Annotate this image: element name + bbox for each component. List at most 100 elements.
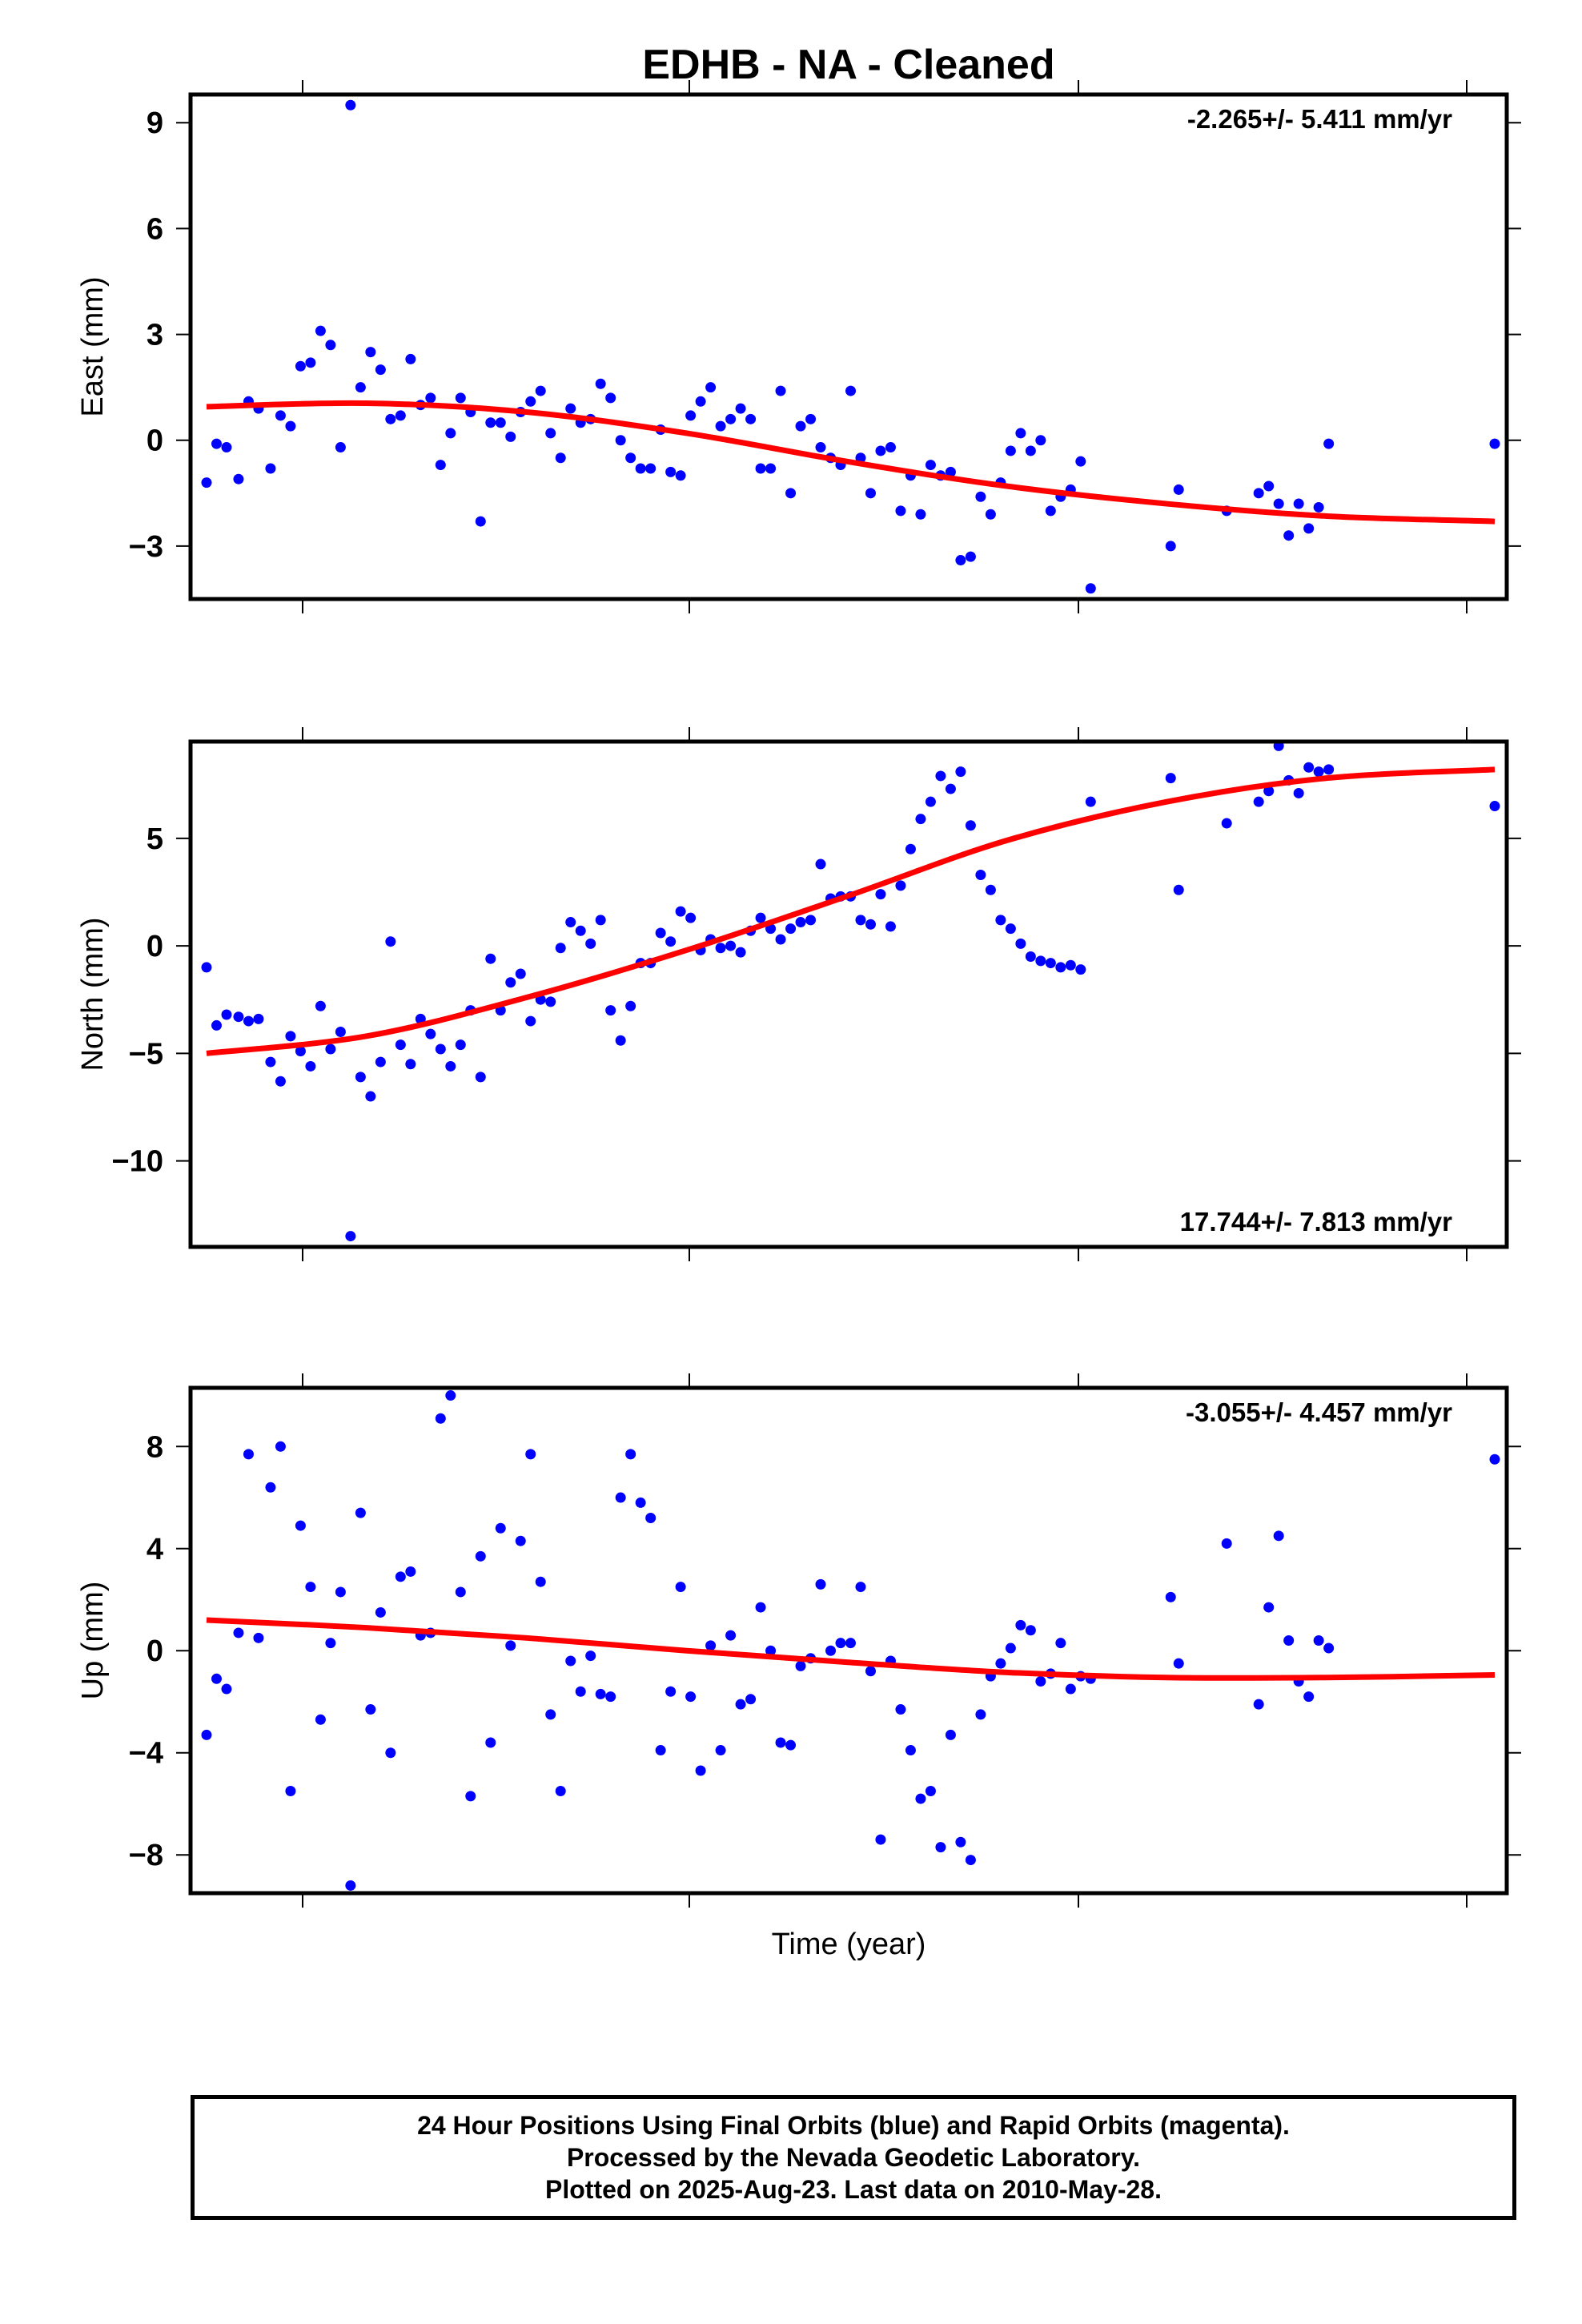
data-point <box>285 1031 296 1042</box>
data-point <box>815 858 826 870</box>
data-point <box>295 1046 306 1057</box>
data-point <box>965 1855 976 1866</box>
data-point <box>705 382 717 393</box>
plot-frame <box>188 1385 1509 1896</box>
data-point <box>375 364 386 376</box>
data-point <box>865 488 876 499</box>
data-point <box>275 410 286 421</box>
data-point <box>1085 583 1096 594</box>
data-point <box>1253 796 1264 807</box>
data-point <box>945 1729 956 1740</box>
data-point <box>555 943 566 954</box>
data-point <box>745 1694 757 1705</box>
data-point <box>625 1000 636 1011</box>
data-point <box>675 1582 686 1593</box>
data-point <box>715 1745 726 1756</box>
data-point <box>795 1660 806 1671</box>
data-point <box>375 1606 386 1618</box>
data-point <box>545 1709 556 1720</box>
data-point <box>885 921 896 932</box>
data-point <box>615 1035 626 1046</box>
data-point <box>365 347 376 358</box>
data-point <box>605 392 616 404</box>
data-point <box>265 1056 276 1068</box>
data-point <box>221 442 232 453</box>
data-point <box>1313 1635 1324 1646</box>
data-point <box>485 953 496 964</box>
data-point <box>575 925 586 936</box>
data-point <box>545 996 556 1007</box>
data-point <box>1065 959 1076 971</box>
data-point <box>865 1666 876 1677</box>
data-point <box>915 1793 926 1804</box>
data-point <box>315 325 326 336</box>
caption-line-3: Plotted on 2025-Aug-23. Last data on 201… <box>545 2175 1162 2204</box>
data-point <box>975 1709 986 1720</box>
caption-line-1: 24 Hour Positions Using Final Orbits (bl… <box>417 2111 1290 2140</box>
data-point <box>755 463 766 474</box>
data-point <box>655 927 666 939</box>
data-point <box>645 463 656 474</box>
y-axis-label: North (mm) <box>76 917 110 1071</box>
data-point <box>485 417 496 428</box>
data-point <box>755 912 766 923</box>
y-tick-label: 0 <box>147 930 163 963</box>
data-point <box>355 382 366 393</box>
data-point <box>935 770 946 782</box>
data-point <box>1025 951 1036 963</box>
data-point <box>925 1786 936 1797</box>
data-point <box>915 509 926 520</box>
y-tick-label: −4 <box>129 1737 163 1771</box>
y-tick-label: −8 <box>129 1839 163 1872</box>
data-point <box>355 1507 366 1518</box>
data-point <box>775 1737 786 1748</box>
data-point <box>595 915 606 926</box>
data-point <box>645 1513 656 1524</box>
data-point <box>855 915 866 926</box>
y-tick-label: 3 <box>147 319 163 352</box>
data-point <box>725 1630 737 1641</box>
data-point <box>405 1566 416 1577</box>
data-point <box>1173 484 1184 495</box>
data-point <box>253 1013 264 1024</box>
data-point <box>1045 958 1056 969</box>
data-point <box>475 1550 486 1562</box>
data-point <box>815 442 826 453</box>
data-point <box>335 1586 346 1598</box>
data-point <box>1263 786 1275 797</box>
data-point <box>1323 1642 1335 1654</box>
data-point <box>395 1039 406 1051</box>
data-point <box>845 1638 856 1649</box>
data-point <box>265 463 276 474</box>
data-point <box>1165 1591 1176 1602</box>
data-point <box>665 1686 677 1697</box>
data-point <box>775 385 786 396</box>
y-tick-label: 4 <box>147 1533 163 1566</box>
data-point <box>435 1413 446 1424</box>
caption-line-2: Processed by the Nevada Geodetic Laborat… <box>566 2143 1141 2172</box>
data-point <box>233 1011 244 1023</box>
data-point <box>555 1786 566 1797</box>
data-point <box>895 880 906 891</box>
data-point <box>243 1015 254 1027</box>
velocity-label: -3.055+/- 4.457 mm/yr <box>1186 1397 1452 1427</box>
panel-1: −3 0 3 6 9 East (mm) -2.265+/- 5.411 mm/yr <box>76 80 1521 613</box>
data-point <box>765 1645 777 1656</box>
data-point <box>435 460 446 471</box>
y-axis-label: East (mm) <box>76 276 110 416</box>
data-point <box>995 915 1006 926</box>
data-point <box>315 1000 326 1011</box>
y-tick-label: 9 <box>147 107 163 140</box>
data-point <box>345 1231 356 1242</box>
data-point <box>305 357 316 368</box>
data-point <box>1015 938 1026 949</box>
data-point <box>975 491 986 502</box>
data-point <box>525 1015 536 1027</box>
data-point <box>1165 773 1176 784</box>
data-point <box>745 413 757 424</box>
data-point <box>535 385 546 396</box>
data-point <box>305 1582 316 1593</box>
fit-curve <box>206 1617 1496 1681</box>
data-point <box>535 1576 546 1587</box>
